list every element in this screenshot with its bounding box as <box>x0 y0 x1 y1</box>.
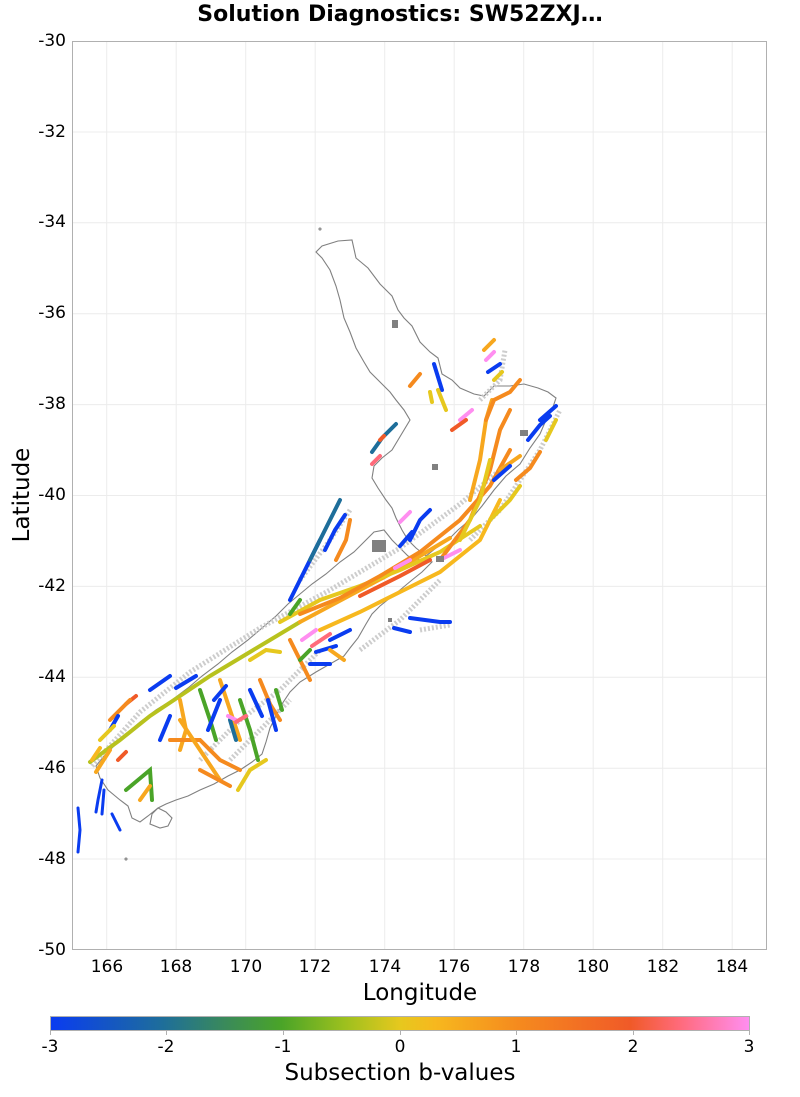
colorbar-tick-mark <box>400 1031 401 1035</box>
colorbar-tick: 3 <box>743 1037 755 1057</box>
y-tick: -30 <box>38 31 66 51</box>
y-tick: -36 <box>38 303 66 323</box>
y-tick: -40 <box>38 485 66 505</box>
y-tick: -48 <box>38 849 66 869</box>
x-tick: 168 <box>159 957 193 977</box>
x-tick: 180 <box>576 957 610 977</box>
x-tick: 178 <box>507 957 541 977</box>
y-tick: -42 <box>38 576 66 596</box>
x-tick: 166 <box>90 957 124 977</box>
x-tick: 182 <box>646 957 680 977</box>
y-tick: -44 <box>38 667 66 687</box>
y-tick: -50 <box>38 940 66 960</box>
colorbar-tick: -2 <box>157 1037 175 1057</box>
y-tick: -38 <box>38 394 66 414</box>
y-tick: -32 <box>38 122 66 142</box>
x-tick: 184 <box>715 957 749 977</box>
colorbar-tick: -3 <box>41 1037 59 1057</box>
grid-lines <box>73 42 766 949</box>
colorbar-tick: 2 <box>627 1037 639 1057</box>
colorbar-tick-mark <box>166 1031 167 1035</box>
y-tick: -46 <box>38 758 66 778</box>
x-tick: 176 <box>437 957 471 977</box>
x-axis-label: Longitude <box>362 980 478 1006</box>
x-tick: 174 <box>368 957 402 977</box>
colorbar-tick: 1 <box>510 1037 522 1057</box>
fault-traces <box>76 338 558 854</box>
colorbar-tick: 0 <box>394 1037 406 1057</box>
y-tick: -34 <box>38 212 66 232</box>
colorbar-label: Subsection b-values <box>284 1060 516 1086</box>
colorbar-tick: -1 <box>274 1037 292 1057</box>
x-tick: 170 <box>229 957 263 977</box>
colorbar <box>50 1016 750 1031</box>
chart-title: Solution Diagnostics: SW52ZXJ… <box>197 2 603 27</box>
y-axis-label: Latitude <box>9 447 35 543</box>
colorbar-tick-mark <box>633 1031 634 1035</box>
colorbar-tick-mark <box>749 1031 750 1035</box>
x-tick: 172 <box>298 957 332 977</box>
colorbar-tick-mark <box>283 1031 284 1035</box>
lakes <box>372 320 528 622</box>
colorbar-tick-mark <box>516 1031 517 1035</box>
colorbar-tick-mark <box>50 1031 51 1035</box>
plot-area <box>72 41 767 950</box>
coastline <box>95 227 557 861</box>
